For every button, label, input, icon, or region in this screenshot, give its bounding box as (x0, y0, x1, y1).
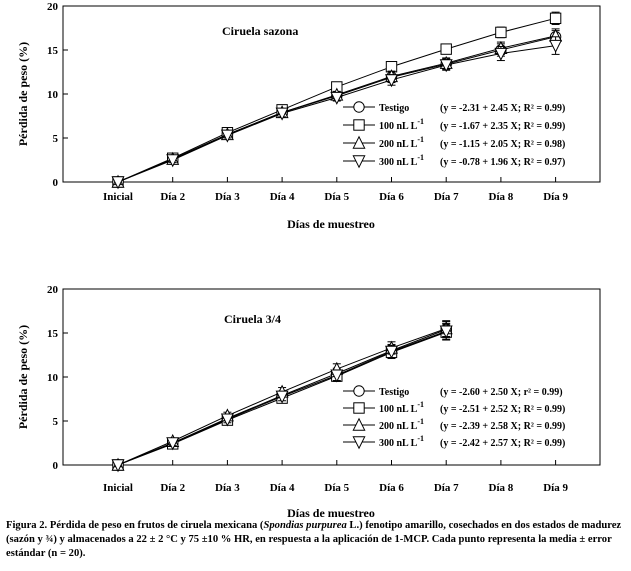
data-point (275, 390, 289, 404)
legend-marker (353, 385, 365, 397)
legend-entry: 300 nL L-1 (y = -0.78 + 1.96 X; R² = 0.97… (343, 153, 565, 169)
data-point (439, 59, 453, 73)
data-point (494, 47, 508, 61)
legend-equation: (y = -2.42 + 2.57 X; R² = 0.99) (440, 438, 565, 449)
y-tick-label: 20 (47, 1, 59, 13)
data-point (111, 176, 125, 190)
data-point (549, 12, 562, 25)
legend-marker (352, 417, 366, 431)
legend-equation: (y = -2.31 + 2.45 X; R² = 0.99) (440, 103, 565, 114)
legend-entry: 200 nL L-1 (y = -1.15 + 2.05 X; R² = 0.98… (343, 135, 565, 150)
y-tick-label: 10 (47, 372, 59, 384)
data-point (440, 43, 452, 55)
data-point (384, 74, 399, 88)
x-tick-label: Día 5 (324, 191, 349, 203)
y-tick-label: 20 (47, 284, 59, 296)
data-point (439, 325, 453, 339)
x-tick-label: Día 3 (215, 191, 240, 203)
x-axis-title: Días de muestreo (287, 217, 375, 231)
legend-label: 300 nL L-1 (379, 153, 424, 168)
series-triangle-down (111, 322, 453, 473)
legend-marker (353, 402, 365, 414)
data-point (330, 369, 344, 383)
x-tick-label: Día 6 (379, 482, 404, 494)
data-point (166, 154, 180, 168)
y-tick-label: 5 (53, 133, 59, 145)
panel-title: Ciruela 3/4 (224, 312, 281, 326)
legend-label: 300 nL L-1 (379, 434, 424, 449)
caption-suffix: L.) fenotipo amarillo, cosechados en dos… (6, 520, 622, 559)
x-tick-label: Inicial (103, 482, 133, 494)
x-tick-label: Día 7 (434, 482, 459, 494)
series-triangle-down (111, 36, 563, 190)
x-tick-label: Día 6 (379, 191, 404, 203)
y-tick-label: 5 (53, 416, 59, 428)
x-tick-label: Día 9 (543, 482, 568, 494)
y-tick-label: 10 (47, 89, 59, 101)
legend-label: 100 nL L-1 (379, 117, 424, 132)
data-point (495, 26, 507, 39)
legend-marker (353, 101, 365, 113)
y-tick-label: 15 (47, 328, 59, 340)
legend-equation: (y = -0.78 + 1.96 X; R² = 0.97) (440, 157, 565, 168)
legend-equation: (y = -1.67 + 2.35 X; R² = 0.99) (440, 121, 565, 132)
data-point (275, 107, 289, 121)
x-tick-label: Día 7 (434, 191, 459, 203)
y-axis-title: Pérdida de peso (%) (16, 42, 30, 146)
x-tick-label: Día 8 (489, 191, 514, 203)
legend-entry: Testigo (y = -2.31 + 2.45 X; R² = 0.99) (343, 101, 565, 114)
y-axis-title: Pérdida de peso (%) (16, 325, 30, 429)
y-tick-label: 0 (53, 177, 59, 189)
data-point (220, 413, 234, 427)
legend-equation: (y = -2.60 + 2.50 X; r² = 0.99) (440, 387, 563, 398)
data-point (549, 39, 563, 53)
data-point (166, 437, 180, 451)
panel-ciruela-3-4: 0 5 10 15 20 Inicial Día 2 Día 3 Día 4 Día 5 Día 6… (16, 284, 601, 520)
x-axis-title: Días de muestreo (287, 506, 375, 520)
legend-marker (352, 436, 366, 450)
panel-title: Ciruela sazona (222, 24, 298, 38)
legend-equation: (y = -1.15 + 2.05 X; R² = 0.98) (440, 139, 565, 150)
figure: 0 5 10 15 20 Inicial Día 2 Día 3 Día 4 Día 5 Día 6… (16, 1, 601, 520)
legend-entry: 100 nL L-1 (y = -2.51 + 2.52 X; R² = 0.99… (343, 400, 565, 415)
caption-prefix: Figura 2. Pérdida de peso en frutos de c… (6, 520, 264, 531)
x-tick-label: Día 2 (160, 191, 185, 203)
y-tick-label: 15 (47, 45, 59, 57)
legend-label: 200 nL L-1 (379, 135, 424, 150)
figure-caption: Figura 2. Pérdida de peso en frutos de c… (6, 519, 628, 561)
legend-label: 100 nL L-1 (379, 400, 424, 415)
x-tick-label: Día 9 (543, 191, 568, 203)
data-point (220, 129, 234, 143)
data-point (111, 459, 125, 473)
legend-entry: 200 nL L-1 (y = -2.39 + 2.58 X; R² = 0.99… (343, 417, 565, 432)
data-point (384, 345, 399, 359)
legend-entry: 300 nL L-1 (y = -2.42 + 2.57 X; R² = 0.99… (343, 434, 565, 450)
legend-label: 200 nL L-1 (379, 417, 424, 432)
x-tick-label: Día 4 (270, 191, 295, 203)
legend-marker (352, 155, 366, 169)
legend-entry: 100 nL L-1 (y = -1.67 + 2.35 X; R² = 0.99… (343, 117, 565, 132)
y-tick-label: 0 (53, 460, 59, 472)
legend-entry: Testigo (y = -2.60 + 2.50 X; r² = 0.99) (343, 385, 563, 398)
data-point (330, 91, 344, 105)
legend-marker (353, 119, 365, 131)
x-tick-label: Día 5 (324, 482, 349, 494)
legend-marker (352, 135, 366, 149)
legend-label: Testigo (379, 103, 409, 114)
x-tick-label: Día 4 (270, 482, 295, 494)
x-tick-label: Día 3 (215, 482, 240, 494)
panel-ciruela-sazona: 0 5 10 15 20 Inicial Día 2 Día 3 Día 4 Día 5 Día 6… (16, 1, 601, 231)
x-tick-label: Día 2 (160, 482, 185, 494)
legend-equation: (y = -2.39 + 2.58 X; R² = 0.99) (440, 421, 565, 432)
caption-species: Spondias purpurea (263, 520, 347, 531)
legend-label: Testigo (379, 387, 409, 398)
x-tick-label: Día 8 (489, 482, 514, 494)
legend-equation: (y = -2.51 + 2.52 X; R² = 0.99) (440, 404, 565, 415)
x-tick-label: Inicial (103, 191, 133, 203)
